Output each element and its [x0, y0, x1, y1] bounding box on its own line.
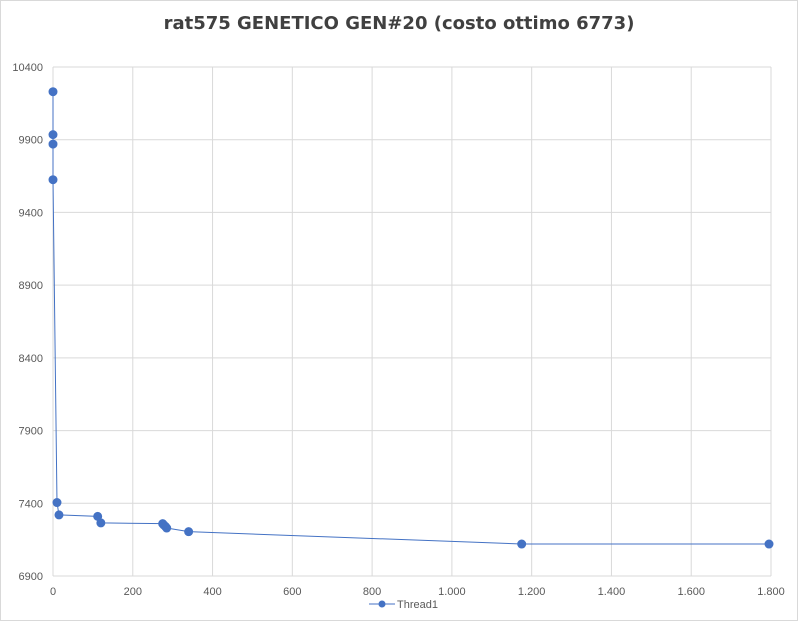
x-tick-label: 1.200 [518, 586, 546, 598]
data-point [48, 175, 58, 185]
x-tick-label: 1.600 [677, 586, 705, 598]
data-point [517, 539, 527, 549]
y-tick-label: 10400 [12, 62, 43, 74]
data-point [52, 498, 62, 508]
data-point [48, 130, 58, 140]
y-tick-label: 8900 [19, 280, 43, 292]
legend-marker [378, 600, 386, 608]
data-point [184, 527, 194, 537]
x-tick-label: 1.400 [598, 586, 626, 598]
data-point [764, 539, 774, 549]
y-tick-label: 9900 [19, 135, 43, 147]
series-line [52, 91, 770, 545]
y-tick-label: 9400 [19, 207, 43, 219]
data-point [96, 518, 106, 528]
y-tick-label: 7900 [19, 426, 43, 438]
data-point [48, 139, 58, 149]
data-point [162, 523, 172, 533]
y-tick-label: 6900 [19, 571, 43, 583]
x-tick-label: 400 [203, 586, 221, 598]
x-tick-label: 600 [283, 586, 301, 598]
y-tick-label: 8400 [19, 353, 43, 365]
data-point [54, 510, 64, 520]
data-point [48, 87, 58, 97]
x-tick-label: 200 [124, 586, 142, 598]
x-tick-label: 1.000 [438, 586, 466, 598]
legend-label: Thread1 [397, 599, 438, 611]
x-tick-label: 800 [363, 586, 381, 598]
x-tick-label: 0 [50, 586, 56, 598]
y-tick-label: 7400 [19, 498, 43, 510]
x-tick-label: 1.800 [757, 586, 785, 598]
chart-title: rat575 GENETICO GEN#20 (costo ottimo 677… [163, 13, 635, 34]
